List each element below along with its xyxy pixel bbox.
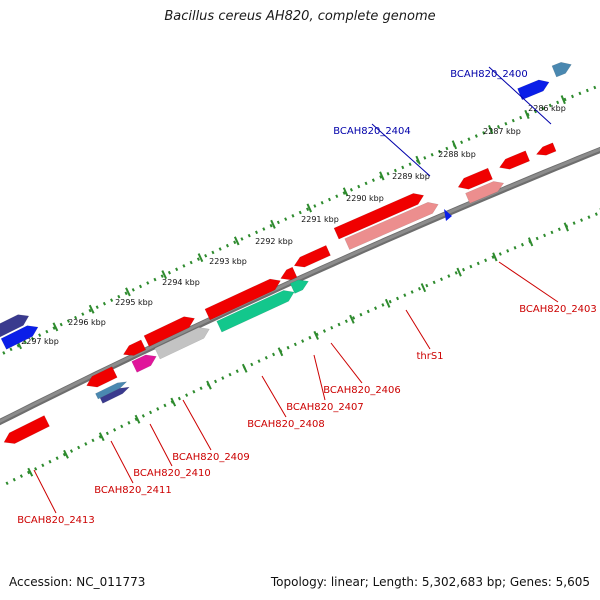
figure-title: Bacillus cereus AH820, complete genome — [164, 9, 436, 24]
tick-mark — [134, 414, 141, 424]
callout-line — [313, 354, 326, 401]
tick-mark — [125, 287, 131, 297]
gene-feature — [154, 327, 210, 360]
gene-label: BCAH820_2403 — [519, 304, 597, 315]
gene-feature — [517, 79, 550, 101]
gene-feature — [143, 316, 195, 347]
callout-line — [488, 66, 552, 125]
gene-feature — [0, 314, 30, 338]
backbone-line — [0, 147, 600, 423]
callout-line — [110, 440, 134, 484]
callout-line — [33, 469, 57, 514]
tick-mark — [524, 109, 530, 120]
callout-line — [261, 375, 287, 418]
gene-feature — [465, 181, 505, 204]
gene-feature — [86, 366, 118, 388]
tick-mark — [197, 253, 204, 263]
callout-line — [149, 423, 173, 467]
tick-label: 2290 kbp — [346, 194, 384, 203]
accession-text: Accession: NC_011773 — [9, 575, 146, 589]
callout-line — [182, 399, 212, 451]
gene-label: BCAH820_2413 — [17, 515, 95, 526]
tick-label: 2295 kbp — [115, 298, 153, 307]
gene-feature — [289, 279, 309, 294]
tick-mark — [527, 237, 534, 247]
gene-feature — [3, 415, 50, 444]
gene-label: BCAH820_2406 — [323, 385, 401, 396]
tick-label: 2286 kbp — [528, 104, 566, 113]
tick-mark — [63, 449, 69, 459]
gene-feature — [535, 142, 557, 156]
tick-label: 2294 kbp — [162, 278, 200, 287]
gene-feature — [122, 339, 147, 356]
callout-line — [371, 123, 431, 177]
gene-label: BCAH820_2411 — [94, 485, 172, 496]
tick-mark — [52, 322, 59, 332]
gene-feature — [95, 381, 128, 400]
tick-mark — [488, 124, 494, 135]
marker-icon — [444, 209, 452, 221]
tick-mark — [170, 397, 177, 407]
tick-mark — [415, 155, 421, 165]
tick-label: 2293 kbp — [209, 257, 247, 266]
tick-mark — [277, 347, 284, 357]
tick-mark — [492, 252, 498, 262]
tick-label: 2288 kbp — [438, 150, 476, 159]
gene-label: BCAH820_2404 — [333, 126, 411, 137]
tick-label: 2291 kbp — [301, 215, 339, 224]
gene-feature — [204, 278, 281, 321]
tick-mark — [88, 304, 95, 314]
tick-mark — [270, 219, 276, 229]
gene-label: BCAH820_2407 — [286, 402, 364, 413]
tick-track-inner — [5, 210, 600, 486]
tick-label: 2287 kbp — [483, 127, 521, 136]
gene-feature — [293, 245, 331, 268]
tick-mark — [206, 380, 212, 390]
tick-label: 2296 kbp — [68, 318, 106, 327]
tick-mark — [379, 171, 385, 181]
gene-feature — [131, 354, 157, 373]
tick-mark — [342, 187, 349, 197]
callout-line — [498, 261, 559, 303]
gene-feature — [499, 150, 531, 170]
gene-feature — [0, 325, 39, 350]
gene-label: BCAH820_2410 — [133, 468, 211, 479]
tick-mark — [98, 432, 105, 442]
genome-summary-text: Topology: linear; Length: 5,302,683 bp; … — [270, 575, 590, 589]
tick-mark — [560, 95, 566, 105]
gene-feature — [551, 61, 572, 78]
tick-mark — [27, 467, 34, 477]
tick-label: 2297 kbp — [21, 337, 59, 346]
tick-mark — [241, 363, 248, 373]
callout-line — [405, 309, 431, 350]
tick-mark — [313, 330, 319, 340]
gene-feature — [457, 167, 493, 190]
tick-mark — [384, 298, 391, 308]
tick-mark — [456, 267, 462, 277]
tick-mark — [420, 283, 427, 293]
gene-label: BCAH820_2408 — [247, 419, 325, 430]
gene-feature — [216, 290, 295, 333]
gene-label: BCAH820_2409 — [172, 452, 250, 463]
gene-label: BCAH820_2400 — [450, 69, 528, 80]
gene-feature — [99, 386, 131, 404]
tick-label: 2292 kbp — [255, 237, 293, 246]
tick-mark — [306, 203, 313, 213]
tick-mark — [349, 314, 355, 324]
gene-feature — [333, 193, 425, 240]
gene-feature — [344, 202, 439, 251]
tick-mark — [233, 236, 240, 246]
tick-mark — [563, 222, 569, 232]
tick-label: 2289 kbp — [392, 172, 430, 181]
callout-line — [330, 342, 363, 384]
tick-mark — [451, 140, 458, 150]
gene-feature — [280, 266, 298, 281]
tick-mark — [161, 270, 168, 280]
gene-label: thrS1 — [416, 351, 443, 362]
